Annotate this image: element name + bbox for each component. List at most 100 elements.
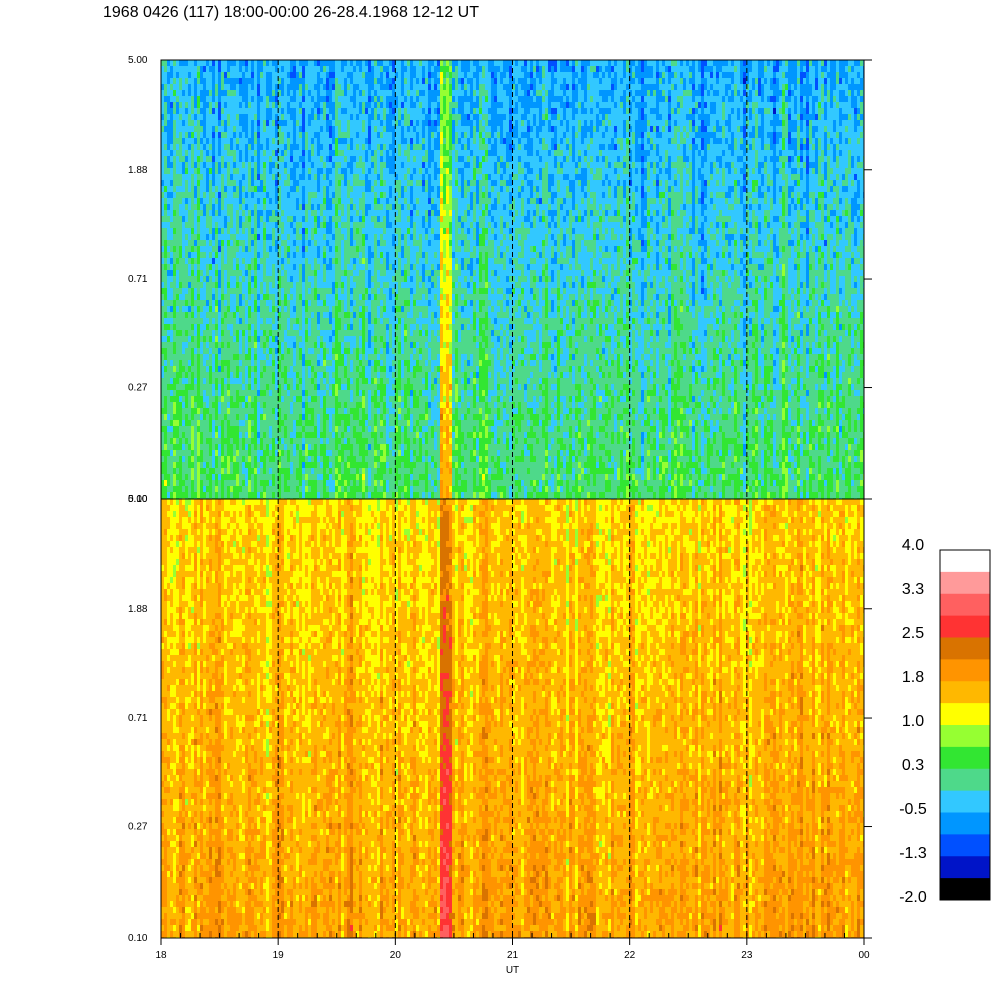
heatmap-cell — [326, 66, 329, 72]
heatmap-cell — [197, 120, 200, 126]
heatmap-cell — [206, 378, 209, 384]
heatmap-cell — [197, 336, 200, 342]
heatmap-cell — [284, 426, 287, 432]
heatmap-cell — [347, 354, 350, 360]
heatmap-cell — [212, 150, 215, 156]
heatmap-cell — [194, 456, 197, 462]
heatmap-cell — [221, 102, 224, 108]
heatmap-cell — [254, 378, 257, 384]
heatmap-cell — [182, 234, 185, 240]
heatmap-cell — [284, 414, 287, 420]
heatmap-cell — [164, 486, 167, 492]
heatmap-cell — [230, 78, 233, 84]
heatmap-cell — [275, 174, 278, 180]
heatmap-cell — [266, 138, 269, 144]
heatmap-cell — [212, 204, 215, 210]
heatmap-cell — [335, 366, 338, 372]
heatmap-cell — [320, 468, 323, 474]
heatmap-cell — [212, 228, 215, 234]
heatmap-cell — [314, 90, 317, 96]
heatmap-cell — [308, 66, 311, 72]
heatmap-cell — [260, 114, 263, 120]
heatmap-cell — [173, 288, 176, 294]
heatmap-cell — [167, 258, 170, 264]
heatmap-cell — [275, 84, 278, 90]
heatmap-cell — [194, 96, 197, 102]
heatmap-cell — [227, 468, 230, 474]
heatmap-cell — [185, 276, 188, 282]
heatmap-cell — [293, 258, 296, 264]
heatmap-cell — [227, 78, 230, 84]
heatmap-cell — [167, 108, 170, 114]
heatmap-cell — [335, 444, 338, 450]
heatmap-cell — [290, 222, 293, 228]
heatmap-cell — [233, 426, 236, 432]
heatmap-cell — [170, 60, 173, 66]
heatmap-cell — [179, 408, 182, 414]
heatmap-cell — [230, 426, 233, 432]
heatmap-cell — [227, 60, 230, 66]
heatmap-cell — [287, 312, 290, 318]
heatmap-cell — [281, 126, 284, 132]
heatmap-cell — [161, 426, 164, 432]
heatmap-cell — [359, 366, 362, 372]
heatmap-cell — [263, 126, 266, 132]
heatmap-cell — [182, 456, 185, 462]
heatmap-cell — [179, 168, 182, 174]
heatmap-cell — [329, 228, 332, 234]
heatmap-cell — [236, 354, 239, 360]
heatmap-cell — [173, 444, 176, 450]
heatmap-cell — [332, 396, 335, 402]
heatmap-cell — [236, 414, 239, 420]
heatmap-cell — [263, 486, 266, 492]
heatmap-cell — [359, 378, 362, 384]
heatmap-cell — [323, 180, 326, 186]
heatmap-cell — [290, 180, 293, 186]
heatmap-cell — [353, 156, 356, 162]
heatmap-cell — [341, 342, 344, 348]
heatmap-cell — [212, 72, 215, 78]
heatmap-cell — [269, 462, 272, 468]
heatmap-cell — [242, 78, 245, 84]
heatmap-cell — [209, 222, 212, 228]
heatmap-cell — [185, 438, 188, 444]
heatmap-cell — [314, 282, 317, 288]
heatmap-cell — [350, 420, 353, 426]
heatmap-cell — [212, 90, 215, 96]
heatmap-cell — [185, 492, 188, 498]
heatmap-cell — [344, 234, 347, 240]
heatmap-cell — [164, 60, 167, 66]
heatmap-cell — [278, 174, 281, 180]
heatmap-cell — [239, 174, 242, 180]
heatmap-cell — [173, 336, 176, 342]
heatmap-cell — [302, 324, 305, 330]
heatmap-cell — [332, 72, 335, 78]
heatmap-cell — [218, 60, 221, 66]
heatmap-cell — [167, 186, 170, 192]
heatmap-cell — [317, 288, 320, 294]
heatmap-cell — [323, 396, 326, 402]
heatmap-cell — [188, 114, 191, 120]
heatmap-cell — [293, 216, 296, 222]
heatmap-cell — [353, 402, 356, 408]
heatmap-cell — [236, 66, 239, 72]
heatmap-cell — [305, 228, 308, 234]
heatmap-cell — [281, 198, 284, 204]
heatmap-cell — [272, 132, 275, 138]
heatmap-cell — [188, 378, 191, 384]
heatmap-cell — [326, 372, 329, 378]
heatmap-cell — [278, 162, 281, 168]
heatmap-cell — [356, 414, 359, 420]
heatmap-cell — [284, 102, 287, 108]
heatmap-cell — [266, 240, 269, 246]
heatmap-cell — [254, 72, 257, 78]
heatmap-cell — [284, 90, 287, 96]
heatmap-cell — [308, 468, 311, 474]
heatmap-cell — [209, 72, 212, 78]
heatmap-cell — [341, 168, 344, 174]
heatmap-cell — [167, 300, 170, 306]
heatmap-cell — [347, 480, 350, 486]
heatmap-cell — [287, 360, 290, 366]
heatmap-cell — [164, 150, 167, 156]
heatmap-cell — [239, 384, 242, 390]
